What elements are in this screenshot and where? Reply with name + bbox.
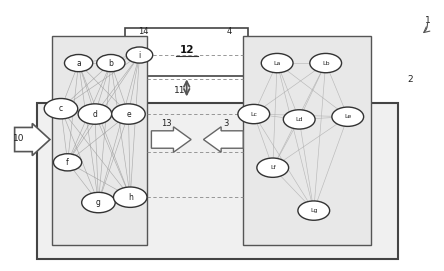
Circle shape	[112, 104, 145, 124]
Text: a: a	[76, 59, 81, 67]
Text: Le: Le	[344, 114, 351, 119]
Text: c: c	[59, 104, 63, 113]
FancyArrow shape	[15, 123, 50, 156]
Circle shape	[298, 201, 329, 220]
Circle shape	[114, 187, 147, 207]
Text: d: d	[92, 109, 97, 118]
Text: h: h	[128, 193, 133, 202]
Circle shape	[257, 158, 289, 177]
Text: i: i	[139, 50, 141, 60]
Text: 11: 11	[174, 86, 185, 95]
Circle shape	[261, 53, 293, 73]
Text: 4: 4	[226, 27, 232, 36]
Text: g: g	[96, 198, 101, 207]
FancyArrow shape	[151, 127, 191, 152]
Circle shape	[283, 110, 315, 129]
Text: 13: 13	[162, 119, 172, 128]
Text: e: e	[126, 109, 131, 118]
Text: b: b	[108, 59, 113, 67]
Text: 1: 1	[425, 16, 431, 25]
Circle shape	[64, 54, 93, 72]
Circle shape	[332, 107, 364, 126]
Text: 10: 10	[13, 134, 25, 143]
Circle shape	[238, 104, 270, 124]
FancyArrow shape	[203, 127, 243, 152]
Circle shape	[97, 54, 125, 72]
Text: 2: 2	[407, 75, 413, 84]
Circle shape	[126, 47, 153, 63]
Text: f: f	[66, 158, 69, 167]
Text: 14: 14	[138, 27, 149, 36]
Circle shape	[78, 104, 112, 124]
Bar	[243, 36, 371, 246]
Text: 12: 12	[179, 45, 194, 55]
Circle shape	[82, 192, 115, 213]
Text: La: La	[274, 61, 281, 66]
Circle shape	[53, 154, 82, 171]
Bar	[125, 28, 249, 76]
Text: 3: 3	[224, 119, 229, 128]
Bar	[52, 36, 147, 246]
Text: Lc: Lc	[250, 112, 257, 117]
Text: Lb: Lb	[322, 61, 329, 66]
Bar	[37, 103, 398, 259]
Circle shape	[310, 53, 341, 73]
Text: Lg: Lg	[310, 208, 317, 213]
Text: Ld: Ld	[295, 117, 303, 122]
Circle shape	[44, 98, 78, 119]
Text: Lf: Lf	[270, 165, 276, 170]
